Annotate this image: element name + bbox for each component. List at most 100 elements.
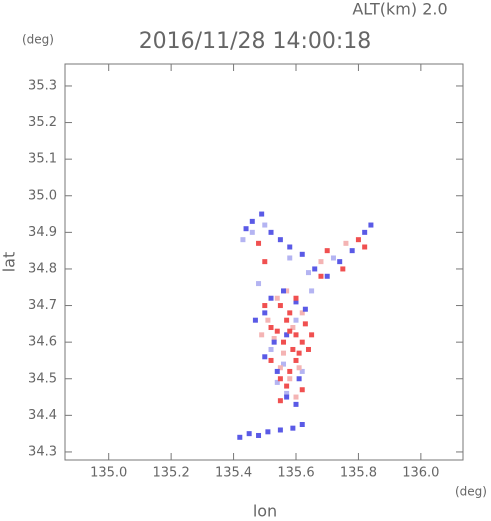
x-unit: (deg) [455,485,487,499]
echo-point [337,259,343,265]
echo-point [252,317,258,323]
x-tick-label: 135.8 [340,466,377,481]
echo-point [237,434,243,440]
echo-point [268,346,274,352]
echo-point [312,266,318,272]
echo-point [256,432,262,438]
echo-point [284,383,290,389]
echo-point [362,244,368,250]
echo-point [284,332,290,338]
echo-point [349,248,355,254]
y-tick-label: 35.1 [28,152,57,167]
echo-point [293,332,299,338]
echo-point [305,270,311,276]
echo-point [284,288,290,294]
x-tick-label: 135.0 [90,466,127,481]
echo-point [277,398,283,404]
y-tick-label: 34.9 [28,225,57,240]
echo-point [281,339,287,345]
echo-point [256,281,262,287]
echo-point [246,431,252,437]
echo-point [296,365,302,371]
echo-point [293,295,299,301]
echo-point [293,357,299,363]
echo-point [274,379,280,385]
echo-point [243,226,249,232]
x-tick-label: 135.2 [153,466,190,481]
echo-point [277,237,283,243]
echo-point [256,240,262,246]
y-tick-label: 34.6 [28,335,57,350]
echo-point [268,295,274,301]
echo-point [287,376,293,382]
echo-point [284,390,290,396]
echo-point [324,273,330,279]
echo-point [268,229,274,235]
echo-point [268,325,274,331]
echo-point [368,222,374,228]
chart-title: 2016/11/28 14:00:18 [139,29,372,54]
echo-point [277,376,283,382]
echo-point [249,229,255,235]
echo-point [293,317,299,323]
y-tick-label: 34.7 [28,298,57,313]
echo-point [343,240,349,246]
y-tick-label: 34.5 [28,371,57,386]
echo-point [240,237,246,243]
echo-point [302,306,308,312]
y-tick-label: 35.0 [28,188,57,203]
echo-point [268,357,274,363]
echo-point [340,266,346,272]
echo-point [296,350,302,356]
echo-point [277,365,283,371]
echo-point [299,387,305,393]
echo-point [290,346,296,352]
echo-point [299,339,305,345]
echo-point [274,368,280,374]
plot-frame [64,63,464,461]
echo-point [302,321,308,327]
echo-point [277,427,283,433]
echo-point [293,394,299,400]
echo-point [265,429,271,435]
echo-point [290,425,296,431]
echo-point [287,244,293,250]
echo-point [299,251,305,257]
echo-point [281,288,287,294]
altitude-label: ALT(km) 2.0 [352,0,447,19]
y-tick-label: 35.3 [28,78,57,93]
echo-point [296,376,302,382]
echo-point [287,328,293,334]
echo-point [362,229,368,235]
echo-point [309,288,315,294]
y-tick-label: 34.4 [28,408,57,423]
echo-point [330,255,336,261]
echo-point [290,325,296,331]
echo-point [299,421,305,427]
echo-point [284,394,290,400]
echo-point [284,317,290,323]
echo-point [293,299,299,305]
echo-point [271,335,277,341]
x-tick-label: 135.6 [277,466,314,481]
y-axis-label: lat [0,252,19,273]
echo-point [265,317,271,323]
echo-point [249,218,255,224]
echo-point [299,310,305,316]
echo-point [299,368,305,374]
x-tick-label: 136.0 [402,466,439,481]
echo-point [318,259,324,265]
echo-point [259,211,265,217]
echo-point [274,328,280,334]
echo-point [262,259,268,265]
echo-point [271,339,277,345]
echo-point [324,248,330,254]
echo-point [305,346,311,352]
echo-point [259,332,265,338]
y-tick-label: 34.3 [28,444,57,459]
echo-point [287,368,293,374]
echo-point [318,273,324,279]
echo-point [309,332,315,338]
echo-point [287,310,293,316]
